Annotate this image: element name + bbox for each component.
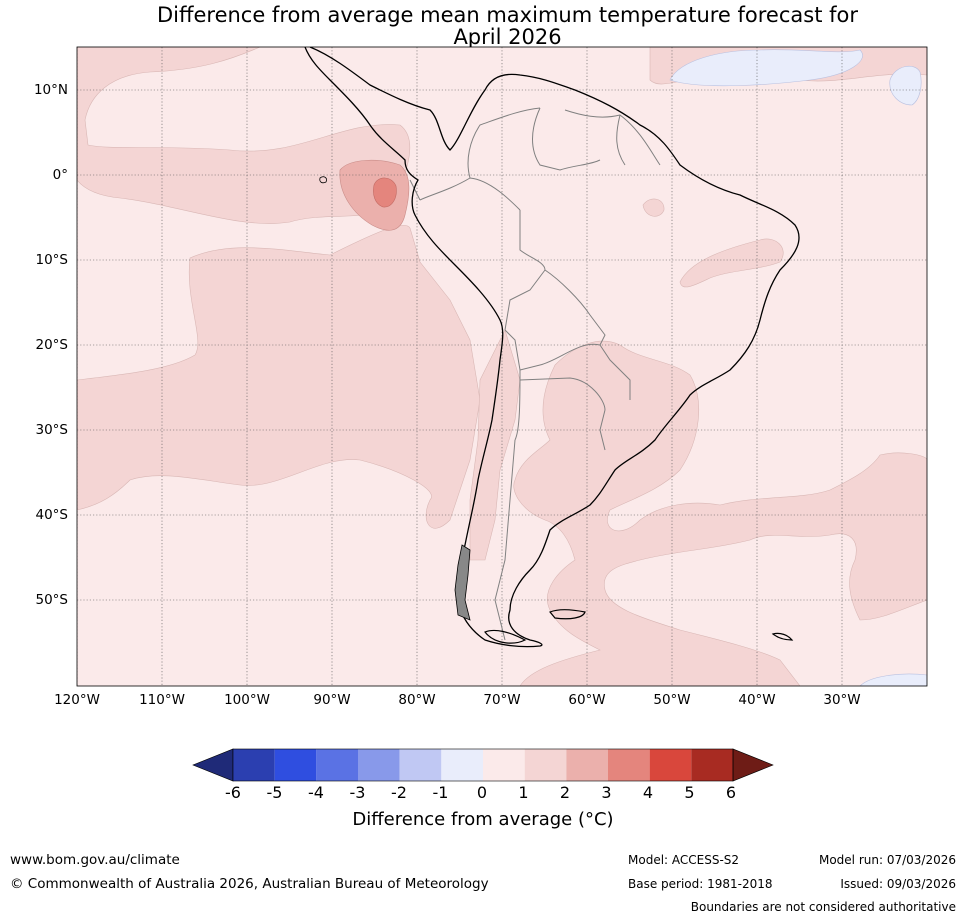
anomaly-region-1-2-pacific-south [77,225,481,529]
lon-label-110W: 110°W [139,692,185,708]
colorbar-tick: 3 [601,783,612,802]
colorbar-tick: 4 [642,783,654,802]
lon-label-50W: 50°W [653,692,691,708]
map-frame [76,46,928,687]
lat-label-10S: 10°S [35,252,69,268]
colorbar-title: Difference from average (°C) [352,809,614,830]
lat-label-10N: 10°N [33,82,68,98]
colorbar-segment [358,749,400,781]
lat-label-0: 0° [52,167,68,183]
colorbar-segment [566,749,608,781]
colorbar-segment [233,749,275,781]
colorbar-tick: 0 [476,783,488,802]
lon-label-60W: 60°W [568,692,606,708]
lon-label-40W: 40°W [738,692,776,708]
anomaly-region-3-4 [373,177,397,208]
colorbar-segment [691,749,733,781]
country-borders [409,107,661,641]
footer-copyright: © Commonwealth of Australia 2026, Austra… [10,876,489,892]
colorbar-segment [483,749,525,781]
lat-label-20S: 20°S [35,337,69,353]
colorbar-tick: -5 [266,783,283,802]
lat-label-50S: 50°S [35,592,69,608]
colorbar-tick: 6 [725,783,737,802]
coastline-south-america [304,47,800,648]
tierra-del-fuego [484,629,527,644]
colorbar-tick: -6 [225,783,241,802]
map-title: Difference from average mean maximum tem… [0,4,965,48]
anomaly-region-neg1-0-north-atlantic [669,49,863,87]
lon-label-30W: 30°W [823,692,861,708]
colorbar-tick: -2 [391,783,407,802]
colorbar [192,748,774,782]
colorbar-extend-high [732,748,774,782]
colorbar-extend-low [192,748,234,782]
footer-issued: Issued: 09/03/2026 [840,877,956,891]
colorbar-tick: 1 [518,783,529,802]
colorbar-segment [274,749,317,781]
colorbar-segment [399,749,442,781]
anomaly-region-1-2-brazil [679,238,784,288]
chile-archipelago [454,544,471,621]
footer-model-run: Model run: 07/03/2026 [818,853,956,867]
colorbar-tick: -3 [349,783,366,802]
lon-label-120W: 120°W [54,692,100,708]
colorbar-segment [524,749,567,781]
colorbar-tick: 5 [684,783,695,802]
south-georgia [771,632,794,641]
colorbar-segment [316,749,358,781]
footer-base-period: Base period: 1981-2018 [628,877,773,891]
colorbar-tick: -4 [308,783,324,802]
lat-label-40S: 40°S [35,507,69,523]
title-line-1: Difference from average mean maximum tem… [157,3,858,27]
colorbar-tick: 2 [559,783,571,802]
colorbar-frame [232,748,734,782]
footer-url[interactable]: www.bom.gov.au/climate [10,852,180,868]
colorbar-tick: -1 [432,783,449,802]
anomaly-region-neg1-0-east-atlantic [889,65,922,106]
anomaly-region-1-2-amazon-spot [642,198,665,217]
colorbar-segment [649,749,692,781]
anomaly-region-1-2-atlantic-south [513,340,927,686]
lat-label-30S: 30°S [35,422,69,438]
title-line-2: April 2026 [453,25,562,49]
falklands [549,609,586,620]
galapagos [319,176,327,184]
lon-label-80W: 80°W [398,692,436,708]
footer-model: Model: ACCESS-S2 [628,853,740,867]
anomaly-region-1-2-andes [469,329,521,561]
colorbar-segment [608,749,650,781]
footer-disclaimer: Boundaries are not considered authoritat… [690,900,956,914]
lon-label-90W: 90°W [313,692,351,708]
lon-label-100W: 100°W [224,692,270,708]
lon-label-70W: 70°W [483,692,521,708]
colorbar-segment [441,749,483,781]
